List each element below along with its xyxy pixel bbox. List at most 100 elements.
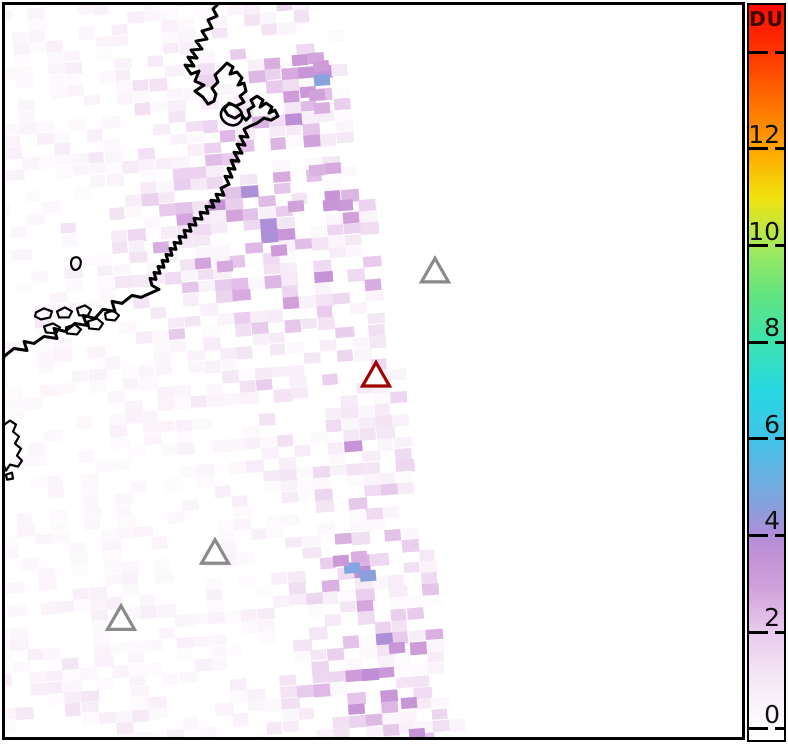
data-pixel [5,662,12,676]
data-pixel [140,605,158,620]
data-pixel [261,23,278,36]
data-pixel [350,520,368,532]
data-pixel [167,316,185,329]
data-pixel [125,205,142,218]
coastline [5,5,280,481]
colorbar-tick [775,147,784,151]
data-pixel [174,613,194,628]
data-pixel [342,417,361,432]
data-pixel [30,270,49,284]
data-pixel [365,289,384,302]
data-pixel [127,652,145,664]
data-pixel [349,302,367,315]
data-pixel [139,376,159,391]
data-pixel [148,77,168,92]
data-pixel [365,507,384,522]
data-pixel [387,574,405,589]
data-pixel [210,439,229,453]
data-pixel [338,165,357,178]
data-pixel [5,399,8,413]
data-pixel [181,281,201,294]
data-pixel [63,256,82,269]
data-pixel [95,459,115,473]
volcano-marker [104,602,138,631]
data-pixel [195,245,215,259]
map-area [2,2,745,740]
data-pixel [362,461,381,476]
data-pixel [348,497,368,512]
data-pixel [193,5,212,19]
data-pixel [226,5,245,16]
data-pixel [277,227,296,242]
data-pixel [345,669,365,683]
data-pixel [110,229,128,243]
data-pixel [209,210,227,225]
data-pixel [395,459,416,473]
data-pixel [189,166,208,181]
data-pixel [37,567,56,582]
data-pixel [301,111,322,125]
data-pixel [239,379,256,394]
coastline-path [55,306,74,319]
data-pixel [245,241,264,254]
data-pixel [298,707,315,720]
data-pixel [414,698,432,710]
data-pixel [313,270,334,284]
data-pixel [14,65,34,79]
coastline-path [42,322,62,335]
data-pixel [159,420,176,433]
data-pixel [359,210,379,224]
data-pixel [74,186,92,201]
data-pixel [177,235,198,249]
data-pixel [5,651,14,664]
data-pixel [92,5,110,16]
data-pixel [115,710,133,723]
data-pixel [150,100,170,112]
data-pixel [310,225,327,240]
data-pixel [255,584,273,599]
data-pixel [289,387,309,400]
colorbar-tick-label: 6 [764,409,780,439]
data-pixel [365,713,384,727]
data-pixel [281,285,299,298]
data-pixel [142,5,160,11]
data-pixel [36,132,56,146]
data-pixel [111,23,128,36]
data-pixel [46,475,64,490]
data-pixel [106,390,126,404]
data-pixel [263,57,281,70]
data-pixel [336,131,354,144]
data-pixel [65,73,83,87]
data-pixel [190,395,208,408]
colorbar-tick [775,727,784,731]
data-pixel [61,233,79,248]
data-pixel [64,279,84,293]
data-pixel [319,556,337,570]
data-pixel [312,465,331,479]
data-pixel [137,147,156,161]
data-pixel [284,536,305,549]
data-pixel [229,254,246,269]
data-pixel [151,535,168,550]
data-pixel [220,358,237,371]
data-pixel [400,696,418,710]
data-pixel [247,276,267,290]
data-pixel [321,373,339,386]
data-pixel [106,172,125,187]
data-pixel [7,604,27,618]
data-pixel [93,643,112,658]
data-pixel [68,118,87,132]
data-pixel [5,547,20,559]
data-pixel [226,644,243,657]
colorbar-tick-label: 4 [764,506,780,536]
data-pixel [160,8,180,21]
data-pixel [317,316,335,331]
data-pixel [95,36,114,48]
coastline-path [64,323,83,336]
data-pixel [310,649,327,661]
data-pixel [49,85,66,100]
data-pixel [382,723,400,737]
data-pixel [357,611,376,626]
data-pixel [255,378,273,391]
data-pixel [154,363,172,376]
